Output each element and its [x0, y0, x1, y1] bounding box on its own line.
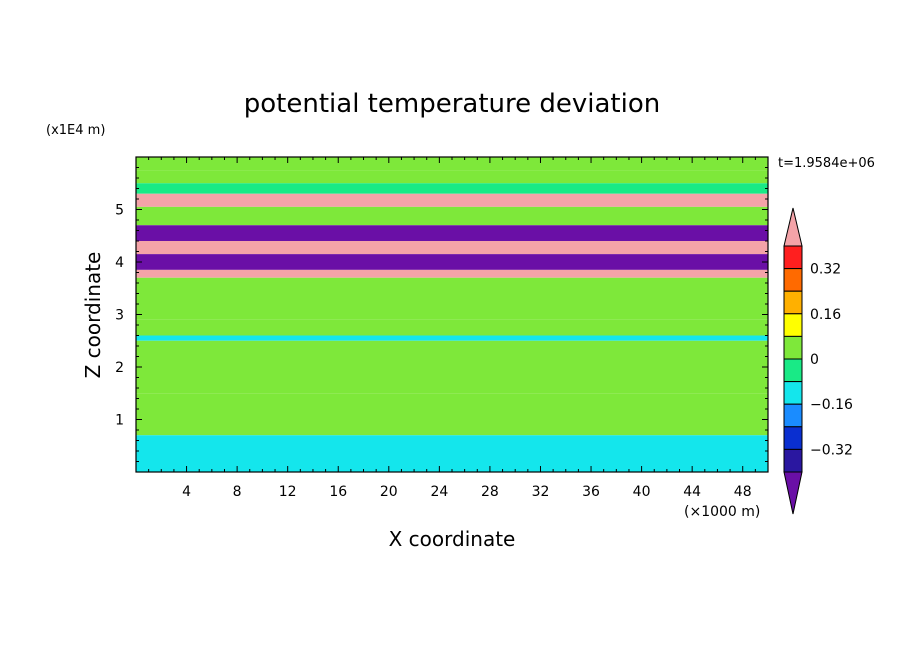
- colorbar-box-5: [783, 358, 803, 383]
- colorbar-box-6: [783, 381, 803, 405]
- contour-band-8: [136, 269, 768, 278]
- x-tick-label-16: 16: [329, 484, 347, 500]
- chart-title: potential temperature deviation: [244, 89, 660, 119]
- contour-band-10: [136, 293, 768, 320]
- y-unit-label: (x1E4 m): [46, 123, 105, 138]
- contour-band-4: [136, 206, 768, 226]
- contour-band-11: [136, 319, 768, 336]
- contour-plot-area: [136, 157, 768, 472]
- x-tick-label-24: 24: [430, 484, 448, 500]
- contour-field: [136, 157, 768, 472]
- x-axis-label: X coordinate: [389, 527, 516, 551]
- contour-band-2: [136, 183, 768, 194]
- contour-band-0: [136, 157, 768, 171]
- x-tick-label-44: 44: [683, 484, 701, 500]
- colorbar-box-1: [783, 268, 803, 292]
- contour-band-1: [136, 170, 768, 184]
- x-tick-label-20: 20: [380, 484, 398, 500]
- x-tick-label-40: 40: [633, 484, 651, 500]
- contour-band-12: [136, 335, 768, 341]
- colorbar-box-7: [783, 403, 803, 428]
- x-tick-label-48: 48: [734, 484, 752, 500]
- colorbar-label-4: −0.32: [810, 442, 853, 458]
- colorbar-box-9: [783, 448, 803, 473]
- contour-band-6: [136, 241, 768, 255]
- colorbar-box-2: [783, 290, 803, 315]
- contour-band-13: [136, 340, 768, 394]
- contour-band-3: [136, 193, 768, 207]
- colorbar-bottom-extension: [783, 471, 803, 515]
- colorbar-box-4: [783, 335, 803, 360]
- y-tick-label-1: 1: [115, 413, 124, 429]
- colorbar-box-8: [783, 426, 803, 450]
- colorbar: 0.32 0.16 0 −0.16 −0.32: [783, 207, 853, 515]
- contour-band-5: [136, 225, 768, 241]
- time-label: t=1.9584e+06: [778, 156, 875, 171]
- y-tick-label-2: 2: [115, 360, 124, 376]
- x-tick-label-4: 4: [182, 484, 191, 500]
- colorbar-box-3: [783, 313, 803, 337]
- x-tick-label-36: 36: [582, 484, 600, 500]
- y-axis: 1 2 3 4 5: [115, 167, 768, 462]
- x-tick-label-12: 12: [279, 484, 297, 500]
- colorbar-label-0: 0.32: [810, 262, 841, 278]
- contour-band-15: [136, 435, 768, 472]
- x-tick-label-28: 28: [481, 484, 499, 500]
- x-tick-label-32: 32: [532, 484, 550, 500]
- y-axis-label: Z coordinate: [81, 252, 105, 379]
- colorbar-top-extension: [783, 207, 803, 247]
- colorbar-label-2: 0: [810, 352, 819, 368]
- x-unit-label: (×1000 m): [684, 504, 760, 520]
- colorbar-box-0: [783, 245, 803, 270]
- contour-band-7: [136, 254, 768, 270]
- y-tick-label-3: 3: [115, 308, 124, 324]
- y-tick-label-5: 5: [115, 203, 124, 219]
- colorbar-label-3: −0.16: [810, 397, 853, 413]
- contour-band-14: [136, 393, 768, 436]
- x-axis: 4 8 12 16 20 24 28 32 36 40 44 48: [148, 157, 756, 500]
- contour-band-9: [136, 277, 768, 294]
- colorbar-label-1: 0.16: [810, 307, 841, 323]
- y-tick-label-4: 4: [115, 255, 124, 271]
- x-tick-label-8: 8: [233, 484, 242, 500]
